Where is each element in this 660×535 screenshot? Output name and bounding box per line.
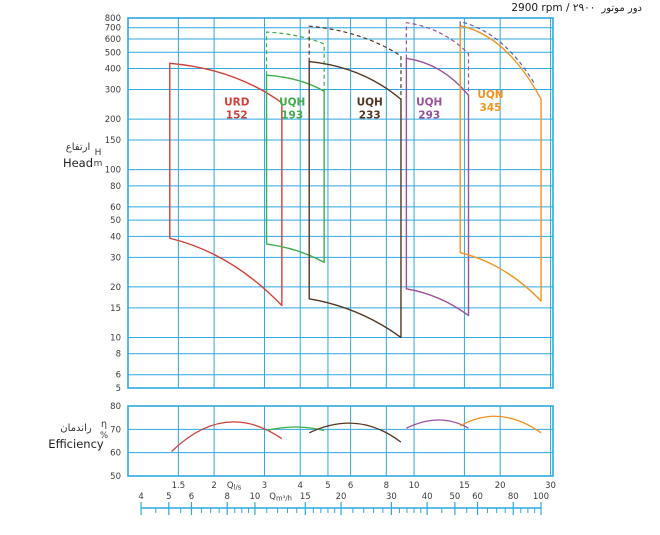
efficiency-axis-caption: راندمان Efficiency (40, 423, 112, 451)
chart-title: 2900 rpm / ۲۹۰۰ دور موتور (511, 2, 642, 14)
svg-text:8: 8 (116, 350, 121, 360)
svg-text:%: % (100, 431, 108, 441)
pump-label: UQH (357, 96, 383, 108)
svg-text:10: 10 (110, 333, 121, 343)
efficiency-curves (171, 415, 542, 452)
svg-text:70: 70 (110, 425, 121, 435)
svg-text:100: 100 (105, 166, 121, 176)
pump-label: 345 (480, 102, 502, 114)
svg-text:15: 15 (300, 492, 311, 502)
svg-text:10: 10 (409, 481, 420, 491)
flow-m3h-axis-unit: Qm³/h (269, 492, 292, 503)
svg-text:1.5: 1.5 (172, 481, 186, 491)
svg-text:8: 8 (384, 481, 389, 491)
efficiency-curve-uqh-233 (308, 422, 402, 443)
svg-text:200: 200 (105, 115, 121, 125)
pump-label: 193 (281, 109, 303, 121)
svg-text:8: 8 (224, 492, 229, 502)
pump-label: UQH (279, 96, 305, 108)
svg-text:2: 2 (211, 481, 216, 491)
svg-text:5: 5 (325, 481, 330, 491)
flow-ls-tick-labels: 1.5 2 3 4 5 6 8 10 15 20 30 Ql/s (172, 481, 556, 492)
pump-label: UQN (477, 89, 503, 101)
svg-text:60: 60 (110, 449, 121, 459)
svg-text:80: 80 (110, 402, 121, 412)
pump-label: 293 (418, 109, 440, 121)
svg-text:30: 30 (545, 481, 556, 491)
efficiency-caption-english: Efficiency (48, 437, 104, 451)
svg-text:600: 600 (105, 35, 121, 45)
svg-text:6: 6 (116, 371, 121, 381)
svg-text:50: 50 (110, 472, 121, 482)
head-axis-caption: ارتفاع Head (46, 142, 110, 170)
svg-text:6: 6 (189, 492, 194, 502)
svg-text:60: 60 (472, 492, 483, 502)
svg-text:40: 40 (110, 232, 121, 242)
svg-text:30: 30 (110, 253, 121, 263)
svg-text:80: 80 (110, 182, 121, 192)
svg-text:4: 4 (138, 492, 143, 502)
svg-text:50: 50 (449, 492, 460, 502)
svg-text:20: 20 (336, 492, 347, 502)
svg-text:500: 500 (105, 48, 121, 58)
svg-text:5: 5 (116, 384, 121, 394)
main-grid (127, 17, 554, 389)
efficiency-curve-uqh-293 (406, 419, 469, 429)
svg-text:6: 6 (348, 481, 353, 491)
pump-label: 233 (359, 109, 381, 121)
efficiency-caption-farsi: راندمان (60, 423, 92, 434)
efficiency-axis-tick-labels: 80 70 60 50 η% (100, 402, 121, 482)
head-caption-farsi: ارتفاع (65, 142, 91, 153)
pump-label: URD (224, 96, 250, 108)
flow-m3h-ruler: 4 5 6 8 10 15 20 30 40 50 60 80 100 Qm³/h (138, 492, 549, 515)
svg-text:400: 400 (105, 65, 121, 75)
svg-text:800: 800 (105, 14, 121, 24)
chart-title-farsi: دور موتور (601, 3, 642, 14)
pump-label: UQH (416, 96, 442, 108)
svg-text:40: 40 (422, 492, 433, 502)
svg-text:4: 4 (298, 481, 303, 491)
svg-text:15: 15 (459, 481, 470, 491)
svg-text:80: 80 (508, 492, 519, 502)
svg-text:700: 700 (105, 24, 121, 34)
efficiency-grid (127, 405, 554, 477)
svg-text:3: 3 (262, 481, 267, 491)
svg-text:m: m (94, 159, 103, 169)
svg-text:30: 30 (386, 492, 397, 502)
svg-text:60: 60 (110, 203, 121, 213)
efficiency-curve-uqn-345 (459, 415, 542, 434)
chart-title-latin: 2900 rpm / ۲۹۰۰ (511, 2, 596, 14)
svg-text:50: 50 (110, 216, 121, 226)
efficiency-curve-urd-152 (171, 421, 283, 452)
svg-text:20: 20 (495, 481, 506, 491)
head-caption-english: Head (62, 156, 94, 170)
efficiency-curve-uqh-193 (266, 426, 325, 432)
svg-text:150: 150 (105, 136, 121, 146)
svg-text:100: 100 (533, 492, 549, 502)
flow-ls-axis-unit: Ql/s (227, 481, 242, 492)
svg-text:H: H (95, 148, 102, 158)
svg-text:η: η (101, 419, 107, 430)
svg-text:15: 15 (110, 304, 121, 314)
svg-text:300: 300 (105, 86, 121, 96)
pump-label: 152 (226, 109, 248, 121)
svg-text:10: 10 (250, 492, 261, 502)
svg-text:20: 20 (110, 283, 121, 293)
svg-text:5: 5 (166, 492, 171, 502)
